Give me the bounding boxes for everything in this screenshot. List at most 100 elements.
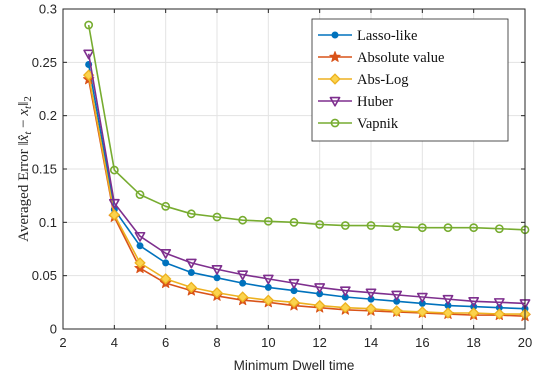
legend-item-absolute-value: Absolute value bbox=[318, 50, 444, 66]
data-point-huber bbox=[391, 290, 403, 301]
y-axis-title-sub-t2: t bbox=[22, 105, 34, 109]
data-point-huber bbox=[365, 288, 377, 299]
data-point-vapnik bbox=[315, 220, 325, 229]
data-point-huber bbox=[83, 49, 95, 60]
series-huber bbox=[83, 49, 531, 310]
series-layer bbox=[82, 20, 531, 322]
data-point-huber bbox=[314, 283, 326, 294]
x-tick-label: 2 bbox=[59, 335, 66, 350]
data-point-abs-log bbox=[390, 305, 403, 317]
data-point-vapnik bbox=[109, 165, 119, 175]
data-point-abs-log bbox=[185, 281, 198, 294]
x-axis-title: Minimum Dwell time bbox=[234, 358, 355, 373]
data-point-huber bbox=[237, 270, 249, 281]
data-point-vapnik bbox=[238, 215, 248, 225]
data-point-vapnik bbox=[443, 223, 453, 233]
legend-item-lasso-like: Lasso-like bbox=[318, 28, 417, 44]
legend-marker bbox=[331, 31, 339, 39]
data-point-abs-log bbox=[442, 307, 454, 319]
y-axis-title-sub-2: 2 bbox=[22, 96, 34, 102]
y-tick-label: 0 bbox=[50, 322, 57, 337]
data-point-huber bbox=[108, 198, 120, 209]
data-point-vapnik bbox=[417, 223, 427, 233]
y-tick-label: 0.15 bbox=[32, 162, 57, 177]
data-point-abs-log bbox=[288, 296, 300, 309]
data-point-vapnik bbox=[289, 217, 299, 227]
data-point-abs-log bbox=[262, 294, 275, 306]
x-tick-label: 10 bbox=[261, 335, 275, 350]
x-tick-label: 18 bbox=[466, 335, 480, 350]
y-axis-title-sub-t1: t bbox=[22, 131, 34, 135]
data-point-vapnik bbox=[186, 209, 196, 219]
legend-marker bbox=[329, 96, 341, 107]
y-axis-title-norm: ‖ bbox=[16, 102, 32, 106]
y-tick-label: 0.25 bbox=[32, 55, 57, 70]
data-point-huber bbox=[211, 265, 223, 275]
data-point-huber bbox=[493, 298, 505, 308]
y-axis-title: Averaged Error ‖x̂t − xt‖2 bbox=[16, 96, 34, 242]
x-tick-label: 12 bbox=[312, 335, 326, 350]
x-tick-label: 16 bbox=[415, 335, 429, 350]
data-point-huber bbox=[185, 258, 197, 269]
legend-label: Absolute value bbox=[357, 50, 444, 66]
data-point-vapnik bbox=[161, 201, 171, 211]
legend-marker bbox=[329, 73, 341, 85]
legend: Lasso-like Absolute value Abs-Log Huber Vapn… bbox=[311, 18, 509, 142]
data-point-lasso-like bbox=[264, 283, 272, 291]
data-point-abs-log bbox=[236, 291, 249, 303]
x-tick-label: 20 bbox=[518, 335, 532, 350]
data-point-abs-log bbox=[493, 308, 506, 320]
legend-item-huber: Huber bbox=[318, 94, 393, 110]
x-tick-label: 4 bbox=[111, 335, 118, 350]
tick-layer: 2 4 6 8 10 12 14 16 18 20 0 0.05 0.1 0.15 0.2 0.25 0.3 bbox=[32, 2, 533, 351]
y-axis-title-minus: − bbox=[16, 116, 32, 132]
data-point-lasso-like bbox=[162, 259, 170, 267]
data-point-vapnik bbox=[340, 221, 350, 230]
data-point-abs-log bbox=[159, 273, 172, 285]
series-abs-log bbox=[82, 69, 531, 320]
y-tick-label: 0.3 bbox=[39, 2, 57, 17]
data-point-abs-log bbox=[211, 287, 223, 299]
legend-item-abs-log: Abs-Log bbox=[318, 72, 409, 88]
data-point-vapnik bbox=[84, 20, 94, 30]
data-point-abs-log bbox=[339, 301, 352, 314]
data-point-huber bbox=[468, 297, 480, 307]
data-point-lasso-like bbox=[213, 274, 221, 282]
data-point-lasso-like bbox=[136, 242, 144, 250]
y-axis-title-xhat: x̂ bbox=[16, 134, 32, 142]
legend-label: Huber bbox=[357, 94, 393, 110]
data-point-abs-log bbox=[108, 209, 121, 221]
x-tick-label: 6 bbox=[162, 335, 169, 350]
data-point-abs-log bbox=[134, 257, 146, 269]
data-point-abs-log bbox=[313, 299, 326, 312]
data-point-huber bbox=[288, 278, 300, 289]
legend-label: Abs-Log bbox=[357, 72, 409, 88]
y-tick-label: 0.2 bbox=[39, 108, 57, 123]
legend-box bbox=[311, 18, 509, 142]
data-point-vapnik bbox=[494, 224, 504, 234]
x-tick-label: 8 bbox=[213, 335, 220, 350]
data-point-huber bbox=[160, 249, 172, 259]
data-point-vapnik bbox=[212, 212, 222, 222]
data-point-lasso-like bbox=[187, 268, 195, 276]
legend-item-vapnik: Vapnik bbox=[318, 116, 399, 132]
y-axis-title-x: x bbox=[16, 109, 32, 117]
legend-marker bbox=[329, 51, 341, 62]
data-point-vapnik bbox=[263, 216, 273, 226]
x-tick-label: 14 bbox=[364, 335, 378, 350]
y-tick-label: 0.05 bbox=[32, 268, 57, 283]
data-point-huber bbox=[442, 294, 454, 305]
data-point-vapnik bbox=[469, 223, 479, 233]
series-vapnik bbox=[84, 20, 530, 235]
y-tick-label: 0.1 bbox=[39, 215, 57, 230]
data-point-abs-log bbox=[365, 303, 377, 315]
data-point-huber bbox=[416, 292, 428, 303]
data-point-vapnik bbox=[135, 190, 145, 199]
data-point-vapnik bbox=[366, 221, 376, 230]
data-point-vapnik bbox=[392, 222, 402, 231]
data-point-lasso-like bbox=[239, 279, 247, 287]
series-line-lasso-like bbox=[87, 64, 526, 310]
data-point-huber bbox=[262, 274, 274, 285]
y-axis-title-label: Averaged Error ‖ bbox=[16, 141, 32, 242]
